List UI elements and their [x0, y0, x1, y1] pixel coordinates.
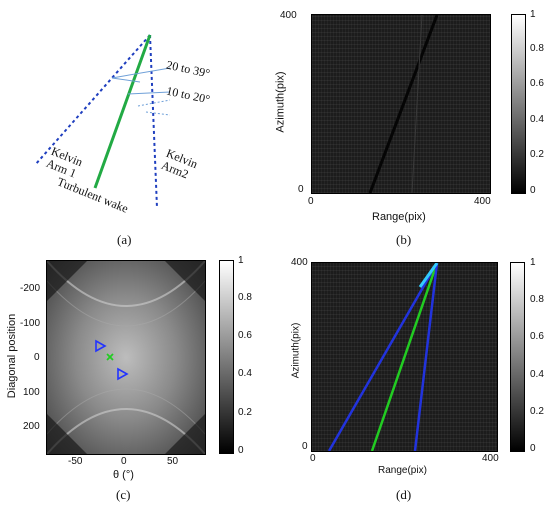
- caption-a: (a): [117, 232, 132, 247]
- angle-arc-outer: [111, 67, 171, 79]
- b-ytick-400: 400: [280, 10, 297, 21]
- caption-b: (b): [396, 232, 412, 247]
- b-ytick-0: 0: [298, 184, 304, 195]
- kelvin-wake-diagram: [34, 34, 171, 209]
- radon-image-c: [46, 260, 206, 455]
- d-cbar-tick: 0.6: [530, 331, 544, 342]
- detected-turbulent-wake: [370, 262, 439, 452]
- c-xtick: 0: [121, 456, 127, 467]
- peak-marker-triangle-1: [95, 339, 107, 353]
- b-cbar-tick: 0: [530, 185, 536, 196]
- c-cbar-tick: 0.8: [238, 292, 252, 303]
- angle-arrow-4: [145, 111, 171, 116]
- kelvin-arm2-line: [149, 34, 158, 209]
- d-xtick-400: 400: [482, 453, 499, 464]
- d-cbar-tick: 0.4: [530, 369, 544, 380]
- d-xlabel: Range(pix): [378, 465, 427, 476]
- c-ytick: 200: [23, 421, 40, 432]
- c-ylabel: Diagonal position: [6, 313, 19, 399]
- sar-image-d: [311, 262, 498, 452]
- d-cbar-tick: 1: [530, 257, 536, 268]
- c-ytick: -200: [20, 283, 41, 294]
- peak-marker-triangle-2: [117, 367, 129, 381]
- c-cbar-tick: 0.6: [238, 330, 252, 341]
- c-xtick: -50: [68, 456, 83, 467]
- kelvin-arm1-line: [34, 34, 151, 166]
- b-xlabel: Range(pix): [372, 211, 426, 223]
- c-ytick: 0: [34, 352, 40, 363]
- c-xtick: 50: [167, 456, 179, 467]
- c-cbar-tick: 1: [238, 255, 244, 266]
- c-ytick: 100: [23, 387, 40, 398]
- angle-arrow-2: [127, 91, 171, 95]
- c-cbar-tick: 0.4: [238, 368, 252, 379]
- c-ytick: -100: [20, 318, 41, 329]
- caption-c: (c): [116, 487, 131, 502]
- d-colorbar: [510, 262, 525, 452]
- angle-arrow-1: [111, 77, 141, 83]
- detected-kelvin-arm1: [327, 262, 439, 452]
- detected-kelvin-arm2: [413, 262, 439, 452]
- caption-d: (d): [396, 487, 412, 502]
- d-cbar-tick: 0.8: [530, 294, 544, 305]
- wake-apex: [418, 262, 439, 288]
- wake-streak-b: [368, 14, 439, 194]
- b-cbar-tick: 1: [530, 9, 536, 20]
- d-ytick-0: 0: [302, 441, 308, 452]
- c-cbar-tick: 0: [238, 445, 244, 456]
- d-ytick-400: 400: [291, 257, 308, 268]
- b-xtick-400: 400: [474, 196, 491, 207]
- d-ylabel: Azimuth(pix): [290, 322, 302, 379]
- b-cbar-tick: 0.8: [530, 43, 544, 54]
- b-cbar-tick: 0.2: [530, 149, 544, 160]
- radon-pattern: [47, 261, 205, 454]
- sar-image-b: [311, 14, 491, 194]
- b-colorbar: [511, 14, 526, 194]
- peak-marker-cross: [106, 353, 114, 361]
- c-cbar-tick: 0.2: [238, 407, 252, 418]
- b-cbar-tick: 0.6: [530, 78, 544, 89]
- b-cbar-tick: 0.4: [530, 114, 544, 125]
- angle-arrow-3: [137, 99, 171, 107]
- c-colorbar: [219, 260, 234, 454]
- c-xlabel: θ (°): [113, 469, 134, 481]
- d-cbar-tick: 0.2: [530, 406, 544, 417]
- b-ylabel: Azimuth(pix): [274, 71, 287, 133]
- d-xtick-0: 0: [310, 453, 316, 464]
- d-cbar-tick: 0: [530, 443, 536, 454]
- b-xtick-0: 0: [308, 196, 314, 207]
- turbulent-wake-line: [93, 34, 152, 189]
- detected-lines: [327, 262, 439, 452]
